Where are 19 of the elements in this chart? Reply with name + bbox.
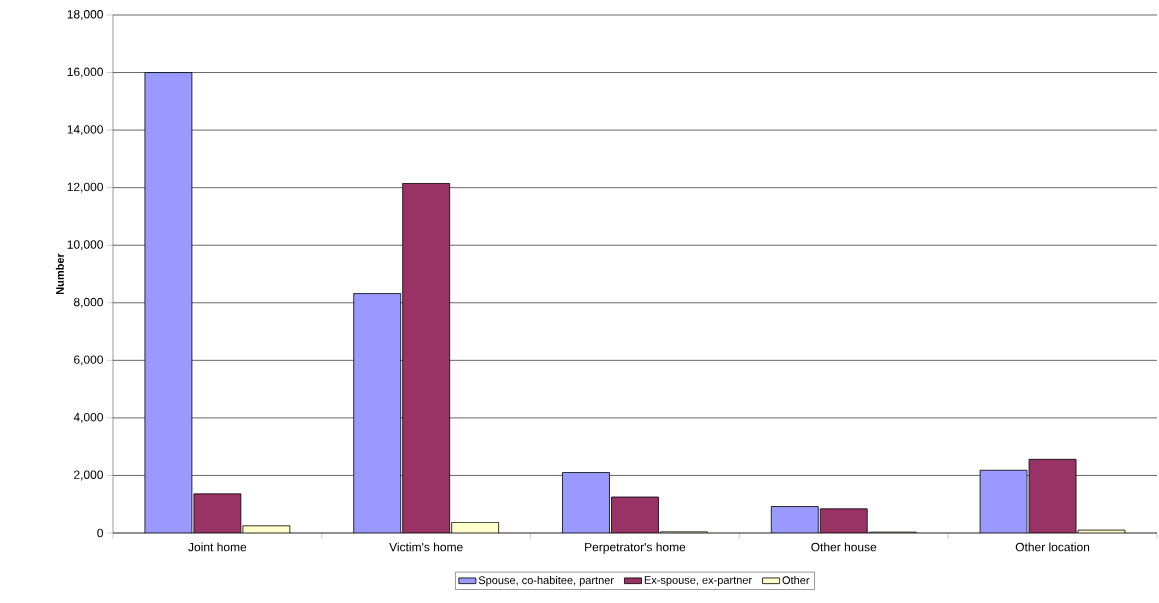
x-tick-label: Other house	[811, 542, 877, 552]
x-tick-label: Victim's home	[389, 542, 463, 552]
legend-label: Spouse, co-habitee, partner	[478, 576, 614, 587]
x-tick-label: Joint home	[188, 542, 247, 552]
y-tick-label: 10,000	[67, 240, 103, 251]
y-tick-label: 6,000	[74, 355, 103, 366]
x-tick-label: Other location	[1015, 542, 1090, 552]
legend-label: Ex-spouse, ex-partner	[644, 576, 752, 587]
y-tick-label: 8,000	[73, 297, 103, 308]
y-tick-label: 18,000	[67, 10, 103, 20]
y-tick-label: 0	[97, 528, 104, 538]
y-axis-title: Number	[55, 253, 64, 295]
x-tick-label: Perpetrator's home	[585, 542, 686, 554]
legend-label: Other	[782, 576, 810, 585]
y-tick-label: 16,000	[67, 67, 103, 78]
y-tick-label: 2,000	[74, 470, 103, 481]
y-tick-label: 14,000	[67, 125, 103, 136]
y-tick-label: 12,000	[67, 182, 103, 193]
y-tick-label: 4,000	[73, 412, 103, 423]
